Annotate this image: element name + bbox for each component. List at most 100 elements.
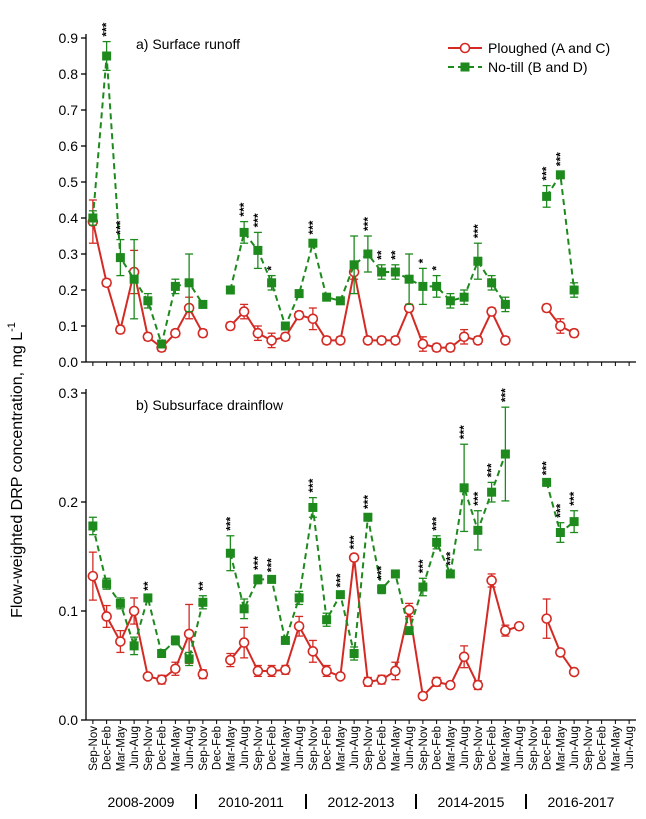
data-point: [445, 569, 455, 579]
significance-label: ***: [457, 425, 471, 439]
y-tick-label: 0.8: [59, 66, 79, 82]
data-point: [128, 605, 140, 617]
data-point: [418, 582, 428, 592]
significance-label: ***: [375, 566, 389, 580]
legend-marker: [459, 42, 471, 54]
data-point: [568, 666, 580, 678]
data-point: [280, 635, 290, 645]
data-point: [198, 299, 208, 309]
significance-label: *: [430, 266, 444, 271]
data-point: [197, 327, 209, 339]
data-point: [403, 604, 415, 616]
year-group-label: 2010-2011: [218, 794, 284, 810]
x-tick-label: Sep-Nov: [528, 726, 540, 771]
data-point: [101, 277, 112, 289]
data-point: [239, 227, 249, 237]
data-point: [267, 278, 277, 288]
data-point: [541, 613, 552, 624]
significance-label: ***: [443, 551, 457, 565]
data-point: [238, 306, 250, 317]
x-tick-label: Dec-Feb: [157, 726, 169, 770]
data-point: [197, 668, 209, 680]
series-line: [91, 221, 575, 349]
significance-label: ***: [416, 559, 430, 573]
data-point: [157, 339, 167, 349]
significance-label: ***: [251, 556, 265, 570]
significance-label: ***: [485, 463, 499, 477]
data-point: [417, 338, 429, 350]
data-point: [322, 292, 332, 302]
x-tick-label: Sep-Nov: [198, 726, 210, 771]
legend-label: No-till (B and D): [488, 59, 588, 75]
data-point: [348, 552, 360, 563]
significance-label: ***: [113, 220, 127, 234]
data-point: [115, 636, 126, 647]
series-ploughed: [87, 551, 580, 702]
y-tick-label: 0.7: [59, 102, 79, 118]
data-point: [404, 274, 414, 284]
x-tick-label: Mar-May: [115, 726, 127, 772]
data-point: [555, 170, 565, 180]
data-point: [101, 611, 112, 622]
data-point: [513, 620, 525, 632]
x-tick-label: Mar-May: [335, 726, 347, 772]
y-axis-label-main: Flow-weighted DRP concentration, mg L: [9, 332, 26, 618]
data-point: [170, 663, 181, 675]
data-point: [377, 267, 387, 277]
data-point: [115, 253, 125, 263]
data-point: [431, 342, 442, 353]
data-point: [293, 620, 305, 632]
x-tick-label: Jun-Aug: [404, 726, 416, 769]
data-point: [472, 335, 484, 346]
data-point: [418, 281, 428, 291]
data-point: [142, 331, 154, 343]
y-tick-label: 0.0: [59, 712, 79, 728]
x-tick-label: Jun-Aug: [569, 726, 581, 769]
data-point: [321, 335, 332, 346]
data-point: [87, 570, 99, 582]
y-tick-label: 0.2: [59, 282, 79, 298]
series-no-till: [88, 406, 579, 667]
data-point: [184, 654, 194, 664]
year-group-label: 2016-2017: [548, 794, 615, 810]
data-point: [390, 569, 400, 579]
data-point: [157, 649, 167, 659]
significance-label: **: [196, 581, 210, 591]
data-point: [143, 296, 153, 306]
significance-label: ***: [553, 503, 567, 517]
x-tick-label: Mar-May: [500, 726, 512, 772]
x-tick-label: Mar-May: [445, 726, 457, 772]
y-tick-label: 0.4: [59, 210, 79, 226]
x-tick-label: Dec-Feb: [267, 726, 279, 770]
data-point: [473, 525, 483, 535]
x-tick-label: Jun-Aug: [349, 726, 361, 769]
data-point: [445, 342, 456, 353]
y-tick-label: 0.5: [59, 174, 79, 190]
y-tick-label: 0.6: [59, 138, 79, 154]
data-point: [555, 320, 566, 332]
series-ploughed: [87, 199, 580, 353]
y-tick-label: 0.9: [59, 30, 79, 46]
panel-surface-runoff: 0.0 0.1 0.2 0.3 0.4 0.5 0.6 0.7 0.8 0.9 a) Surface…: [59, 22, 636, 370]
data-point: [542, 191, 552, 201]
significance-label: **: [375, 250, 389, 260]
y-tick-label: 0.3: [59, 385, 79, 401]
x-tick-label: Mar-May: [390, 726, 402, 772]
data-point: [225, 320, 236, 332]
data-point: [115, 324, 126, 335]
x-tick-label: Mar-May: [555, 726, 567, 772]
data-point: [266, 335, 277, 346]
data-point: [486, 575, 497, 586]
data-point: [102, 51, 112, 61]
panel-title: a) Surface runoff: [136, 36, 240, 52]
data-point: [459, 292, 469, 302]
x-tick-label: Sep-Nov: [418, 726, 430, 771]
series-no-till: [88, 40, 579, 349]
x-tick-label: Dec-Feb: [102, 726, 114, 770]
significance-label: ***: [471, 224, 485, 238]
y-tick-label: 0.1: [59, 318, 79, 334]
data-point: [541, 302, 552, 314]
data-point: [362, 335, 374, 346]
x-tick-label: Dec-Feb: [597, 726, 609, 770]
data-point: [238, 637, 250, 648]
